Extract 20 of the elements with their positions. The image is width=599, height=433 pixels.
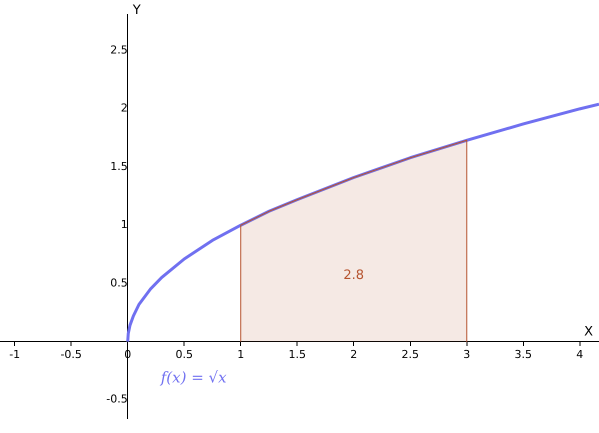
x-tick-label: -1 — [9, 348, 20, 362]
y-tick-label: 1.5 — [110, 160, 128, 173]
y-tick-label: -0.5 — [106, 392, 128, 406]
x-tick-label: 0.5 — [175, 348, 193, 362]
x-tick-label: 4 — [576, 348, 584, 362]
y-axis-title: Y — [132, 2, 141, 18]
y-tick-label: 1 — [120, 218, 128, 232]
annotation: 2.8 — [343, 268, 364, 283]
annotation: f(x) = √x — [160, 368, 228, 386]
x-tick-label: -0.5 — [60, 348, 82, 362]
x-tick-label: 2 — [350, 348, 358, 362]
x-tick-label: 1.5 — [288, 348, 306, 362]
x-tick-label: 3 — [463, 348, 470, 362]
y-tick-label: 2.5 — [110, 44, 128, 57]
y-tick-label: 2 — [120, 102, 128, 115]
x-axis-title: X — [584, 324, 594, 340]
x-tick-label: 1 — [237, 348, 244, 362]
x-tick-label: 3.5 — [514, 348, 532, 362]
x-tick-label: 2.5 — [402, 348, 420, 362]
y-tick-label: 0.5 — [110, 276, 128, 290]
